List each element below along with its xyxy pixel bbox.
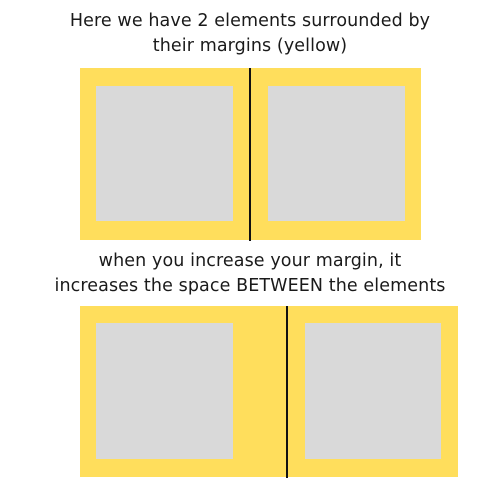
bottom-caption: when you increase your margin, it increa…	[0, 249, 500, 299]
top-caption: Here we have 2 elements surrounded by th…	[0, 9, 500, 59]
top-left-element	[96, 86, 233, 221]
top-caption-line-1: Here we have 2 elements surrounded by	[69, 11, 431, 31]
bottom-divider-line	[286, 306, 288, 478]
bottom-right-element	[305, 323, 441, 459]
bottom-caption-line-1: when you increase your margin, it	[98, 251, 402, 271]
top-right-element	[268, 86, 405, 221]
bottom-caption-line-2: increases the space BETWEEN the elements	[54, 276, 446, 296]
top-divider-line	[249, 68, 251, 241]
bottom-left-element	[96, 323, 233, 459]
top-caption-line-2: their margins (yellow)	[152, 36, 348, 56]
